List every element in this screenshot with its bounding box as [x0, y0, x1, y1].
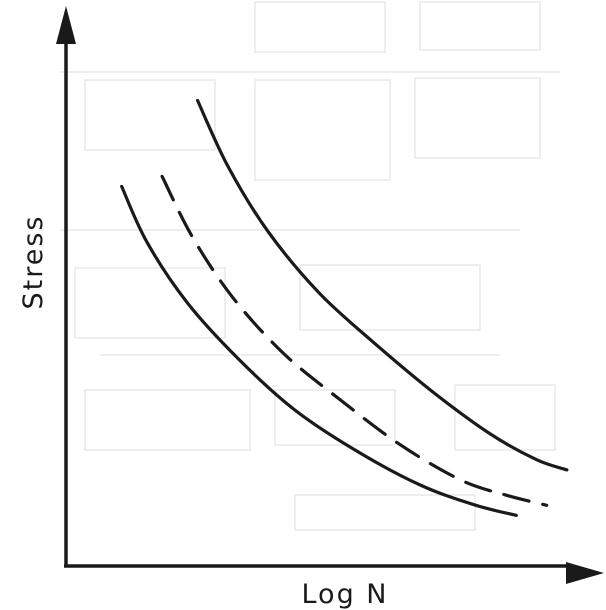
lower-bound-curve [120, 184, 518, 517]
x-axis-label: Log N [301, 579, 388, 610]
mean-curve [160, 174, 549, 507]
y-axis-arrowhead [56, 6, 76, 44]
y-axis-label: Stress [18, 215, 49, 310]
x-axis-arrowhead [566, 562, 604, 584]
upper-bound-curve [196, 98, 569, 472]
series-layer [120, 98, 569, 517]
